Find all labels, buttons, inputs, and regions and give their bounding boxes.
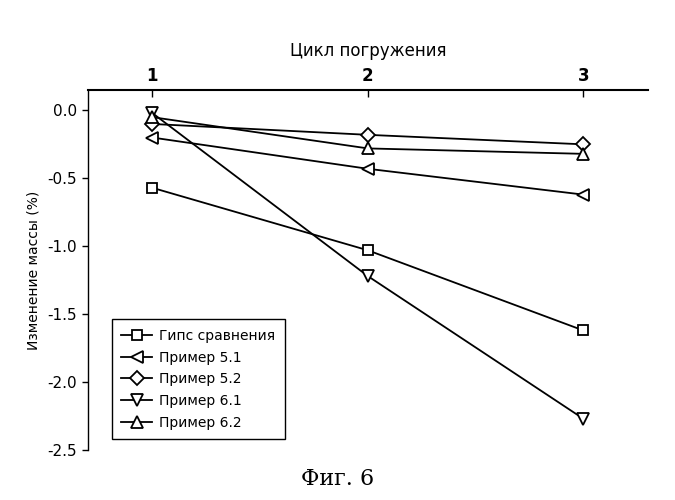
Пример 5.2 bbox=[579, 142, 587, 148]
Text: Фиг. 6: Фиг. 6 bbox=[301, 468, 374, 490]
Пример 6.2 bbox=[364, 146, 372, 152]
Пример 6.2 bbox=[579, 151, 587, 157]
Line: Пример 5.1: Пример 5.1 bbox=[147, 132, 589, 200]
Пример 5.2 bbox=[148, 121, 157, 127]
Пример 6.1 bbox=[579, 416, 587, 422]
Пример 5.1 bbox=[579, 192, 587, 198]
X-axis label: Цикл погружения: Цикл погружения bbox=[290, 42, 446, 60]
Пример 6.2 bbox=[148, 114, 157, 120]
Пример 5.1 bbox=[364, 166, 372, 172]
Пример 6.1 bbox=[148, 110, 157, 116]
Line: Пример 6.2: Пример 6.2 bbox=[147, 112, 589, 160]
Line: Гипс сравнения: Гипс сравнения bbox=[148, 183, 588, 336]
Line: Пример 6.1: Пример 6.1 bbox=[146, 107, 589, 425]
Y-axis label: Изменение массы (%): Изменение массы (%) bbox=[27, 190, 40, 350]
Гипс сравнения bbox=[148, 185, 157, 191]
Line: Пример 5.2: Пример 5.2 bbox=[148, 119, 588, 149]
Пример 5.2 bbox=[364, 132, 372, 138]
Пример 6.1 bbox=[364, 273, 372, 279]
Legend: Гипс сравнения, Пример 5.1, Пример 5.2, Пример 6.1, Пример 6.2: Гипс сравнения, Пример 5.1, Пример 5.2, … bbox=[111, 320, 285, 440]
Гипс сравнения bbox=[579, 328, 587, 334]
Пример 5.1 bbox=[148, 134, 157, 140]
Гипс сравнения bbox=[364, 248, 372, 254]
